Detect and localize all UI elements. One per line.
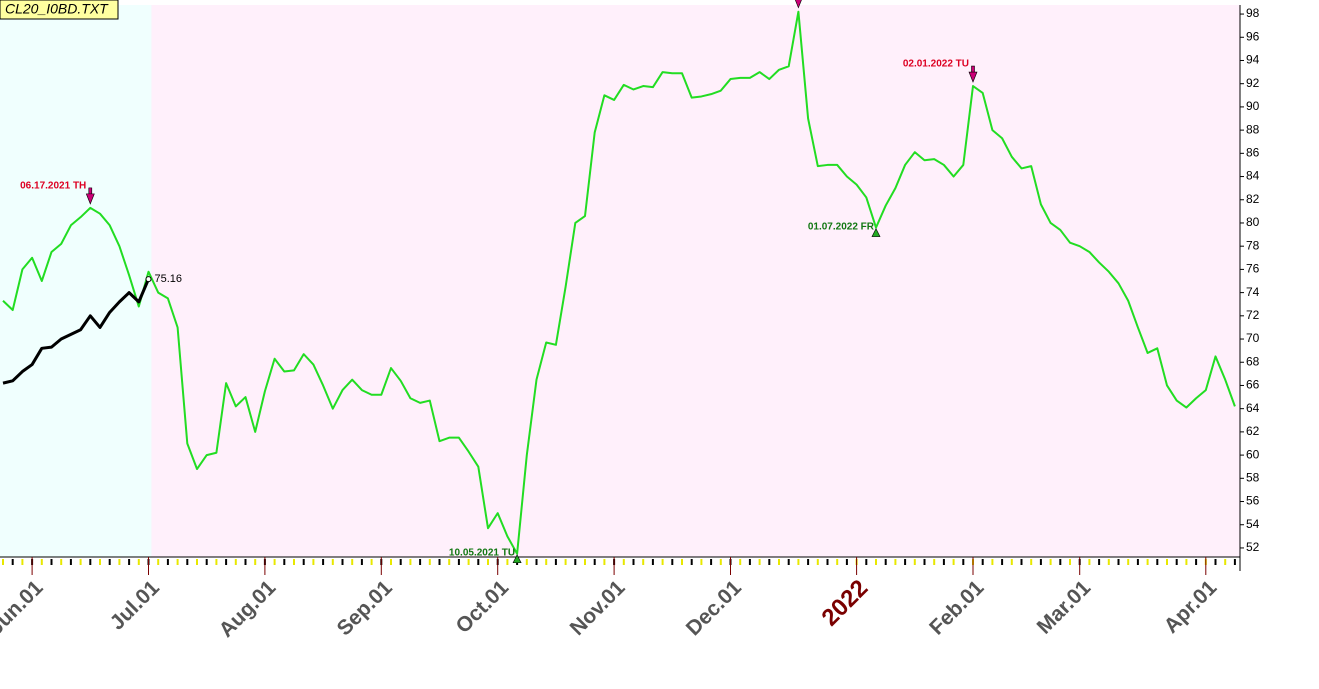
low-arrow [871,227,881,237]
y-tick-label: 84 [1246,169,1260,183]
y-tick-label: 72 [1246,308,1260,322]
plot-bg [0,5,1240,557]
y-tick-label: 52 [1246,540,1260,554]
last-value-dot [145,276,152,283]
y-tick-label: 78 [1246,238,1260,252]
y-tick-label: 64 [1246,401,1260,415]
y-tick-label: 86 [1246,146,1260,160]
high-arrow [794,0,802,9]
y-tick-label: 96 [1246,29,1260,43]
history-bg [0,5,152,557]
title-box [0,0,119,20]
y-tick-label: 92 [1246,76,1260,90]
y-tick-label: 90 [1246,99,1260,113]
y-tick-label: 68 [1246,354,1260,368]
y-tick-label: 80 [1246,215,1260,229]
y-tick-label: 98 [1246,6,1260,20]
plot: 52 54 56 58 60 62 64 66 68 70 72 74 76 78 80 82 84 86 88 90… [0,0,1260,642]
high-arrow [85,187,95,205]
high-label: 02.01.2022 TU [903,59,969,70]
y-tick-label: 70 [1246,331,1260,345]
y-tick-label: 74 [1246,285,1260,299]
low-arrow [512,554,522,564]
y-tick-label: 56 [1246,494,1260,508]
low-label: 01.07.2022 FR [808,221,875,232]
high-arrow [968,65,978,83]
series-line [2,10,1236,555]
low-label: 10.05.2021 TU [449,547,515,558]
last-value-label: 75.16 [155,273,183,285]
high-label: 06.17.2021 TH [20,181,86,192]
y-tick-label: 88 [1246,122,1260,136]
y-tick-label: 54 [1246,517,1260,531]
chart-title: CL20_I0BD.TXT [5,1,109,17]
series-line [2,278,150,385]
y-tick-label: 62 [1246,424,1260,438]
y-tick-label: 94 [1246,53,1260,67]
y-tick-label: 76 [1246,262,1260,276]
y-tick-label: 66 [1246,378,1260,392]
y-tick-label: 60 [1246,447,1260,461]
y-tick-label: 82 [1246,192,1260,206]
y-tick-label: 58 [1246,470,1260,484]
